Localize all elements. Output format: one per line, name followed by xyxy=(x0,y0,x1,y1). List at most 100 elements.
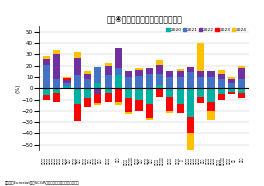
Bar xyxy=(197,43,204,71)
Bar xyxy=(135,76,143,88)
Bar xyxy=(218,74,225,79)
Bar xyxy=(135,100,143,111)
Bar xyxy=(43,59,50,65)
Bar xyxy=(105,75,112,88)
Bar xyxy=(43,65,50,88)
Bar xyxy=(105,63,112,66)
Bar xyxy=(63,77,71,78)
Bar xyxy=(115,102,122,105)
Bar xyxy=(238,66,246,68)
Bar xyxy=(156,85,163,88)
Bar xyxy=(228,88,235,92)
Bar xyxy=(228,83,235,88)
Bar xyxy=(207,111,215,120)
Bar xyxy=(187,134,194,176)
Bar xyxy=(84,71,91,74)
Bar xyxy=(43,56,50,59)
Bar xyxy=(177,88,184,104)
Bar xyxy=(74,58,81,75)
Bar xyxy=(166,88,173,97)
Bar xyxy=(53,50,60,54)
Bar xyxy=(156,74,163,85)
Bar xyxy=(84,74,91,79)
Bar xyxy=(187,88,194,117)
Bar xyxy=(177,104,184,113)
Bar xyxy=(146,118,153,120)
Bar xyxy=(74,104,81,121)
Bar xyxy=(238,93,246,98)
Bar xyxy=(94,94,101,103)
Bar xyxy=(74,52,81,58)
Bar xyxy=(115,75,122,88)
Bar xyxy=(228,79,235,83)
Bar xyxy=(218,70,225,74)
Bar xyxy=(238,68,246,79)
Bar xyxy=(94,67,101,83)
Bar xyxy=(53,88,60,93)
Bar xyxy=(187,73,194,88)
Bar xyxy=(187,117,194,134)
Bar xyxy=(43,88,50,95)
Bar xyxy=(84,79,91,88)
Bar xyxy=(115,48,122,68)
Legend: 2020, 2021, 2022, 2023, 2024: 2020, 2021, 2022, 2023, 2024 xyxy=(166,28,247,32)
Bar xyxy=(115,68,122,75)
Bar xyxy=(207,88,215,102)
Bar xyxy=(156,60,163,65)
Bar xyxy=(156,88,163,97)
Y-axis label: (%): (%) xyxy=(15,84,20,93)
Bar xyxy=(146,68,153,74)
Bar xyxy=(207,71,215,77)
Bar xyxy=(177,69,184,71)
Bar xyxy=(156,65,163,74)
Bar xyxy=(207,102,215,111)
Bar xyxy=(197,88,204,97)
Text: （出所：EurostatよりSCGR作成）　（注）年平均の変化率: （出所：EurostatよりSCGR作成） （注）年平均の変化率 xyxy=(5,180,80,184)
Bar xyxy=(177,77,184,88)
Bar xyxy=(146,74,153,88)
Bar xyxy=(135,68,143,70)
Bar xyxy=(135,70,143,76)
Bar xyxy=(125,98,132,112)
Bar xyxy=(125,112,132,114)
Bar xyxy=(197,97,204,103)
Bar xyxy=(125,88,132,98)
Bar xyxy=(166,97,173,111)
Bar xyxy=(218,79,225,88)
Bar xyxy=(146,88,153,104)
Bar xyxy=(74,88,81,104)
Bar xyxy=(146,104,153,118)
Bar xyxy=(94,103,101,105)
Bar xyxy=(218,94,225,100)
Bar xyxy=(197,77,204,88)
Bar xyxy=(197,71,204,77)
Bar xyxy=(187,67,194,73)
Bar xyxy=(53,79,60,88)
Bar xyxy=(135,88,143,100)
Bar xyxy=(84,88,91,98)
Bar xyxy=(74,75,81,88)
Bar xyxy=(166,71,173,77)
Bar xyxy=(63,86,71,88)
Bar xyxy=(125,71,132,77)
Bar xyxy=(105,93,112,102)
Bar xyxy=(177,71,184,77)
Bar xyxy=(166,77,173,88)
Bar xyxy=(228,77,235,79)
Bar xyxy=(125,77,132,88)
Bar xyxy=(218,88,225,94)
Bar xyxy=(63,78,71,80)
Bar xyxy=(166,111,173,113)
Title: 図表④　ユーロ圏の製造業生産指数: 図表④ ユーロ圏の製造業生産指数 xyxy=(106,15,182,24)
Bar xyxy=(238,88,246,93)
Bar xyxy=(63,83,71,86)
Bar xyxy=(53,54,60,79)
Bar xyxy=(94,88,101,94)
Bar xyxy=(228,92,235,94)
Bar xyxy=(53,93,60,102)
Bar xyxy=(84,98,91,108)
Bar xyxy=(115,88,122,102)
Bar xyxy=(94,83,101,88)
Bar xyxy=(207,77,215,88)
Bar xyxy=(43,95,50,100)
